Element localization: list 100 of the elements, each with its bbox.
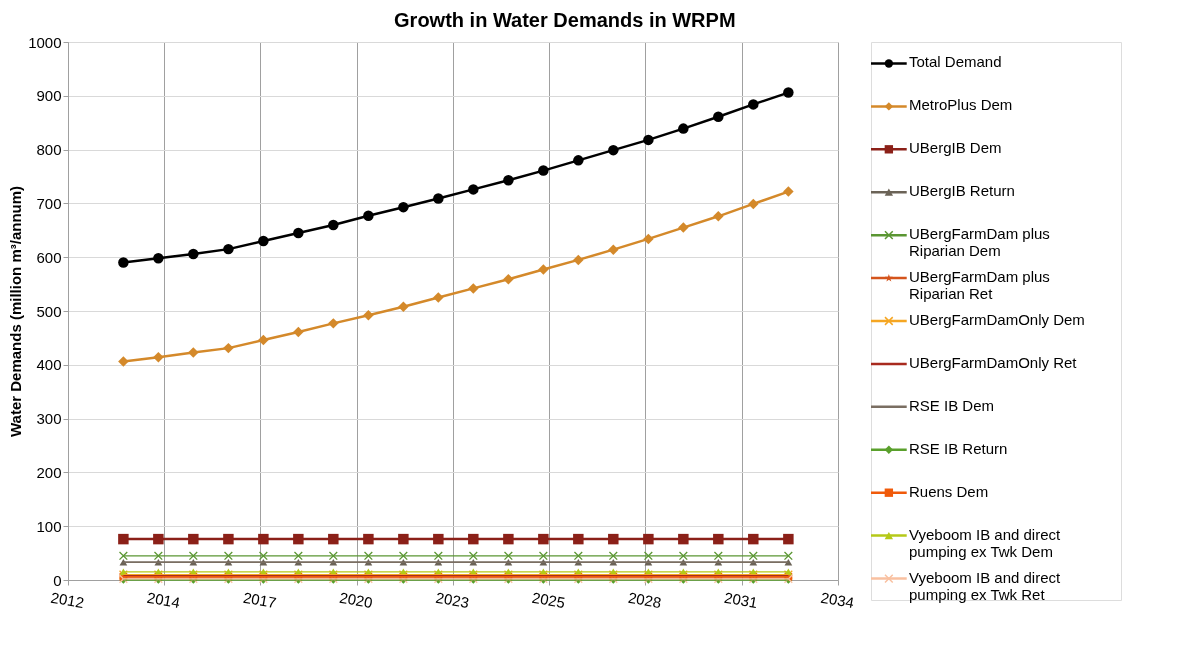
point	[608, 244, 619, 255]
legend-label: UBergFarmDamOnly Dem	[909, 311, 1085, 328]
point	[188, 551, 198, 561]
point	[748, 198, 759, 210]
point	[713, 533, 724, 545]
point	[398, 533, 409, 545]
point	[713, 211, 724, 222]
point	[503, 274, 514, 285]
y-axis-title: Water Demands (million m³/annum)	[7, 185, 25, 438]
point	[784, 558, 793, 566]
point	[783, 551, 793, 561]
point	[433, 551, 443, 561]
y-tick-label: 300	[36, 410, 62, 428]
point	[643, 134, 654, 146]
point	[153, 253, 164, 264]
legend-label: Total Demand	[909, 53, 1002, 71]
point	[363, 551, 373, 561]
legend-label: UBergIB Return	[909, 182, 1015, 200]
point	[573, 155, 584, 166]
y-tick-label: 200	[36, 463, 62, 481]
legend-label: RSE IB Return	[909, 439, 1008, 457]
point	[258, 551, 268, 561]
point	[748, 533, 759, 545]
point	[328, 219, 339, 231]
x-tick-label: 2017	[241, 588, 278, 612]
point	[783, 87, 794, 98]
point	[643, 233, 654, 245]
y-tick-label: 900	[36, 87, 62, 105]
point	[188, 533, 199, 545]
point	[643, 551, 653, 561]
point	[573, 254, 584, 266]
y-tick-label: 1000	[28, 33, 62, 51]
point	[503, 175, 514, 186]
point	[363, 210, 374, 222]
legend-label: Vyeboom IB and direct pumping ex Twk Dem	[909, 525, 1062, 560]
point	[293, 533, 304, 545]
point	[608, 144, 619, 156]
point	[608, 533, 619, 545]
point	[678, 123, 689, 134]
point	[643, 533, 654, 545]
point	[398, 301, 409, 312]
point	[573, 533, 584, 545]
point	[398, 551, 408, 561]
point	[363, 533, 374, 545]
x-tick-label: 2020	[338, 588, 374, 612]
point	[328, 551, 338, 561]
y-tick-label: 0	[53, 571, 62, 589]
point	[468, 283, 479, 294]
x-tick-label: 2034	[819, 588, 856, 612]
legend-label: UBergIB Dem	[909, 139, 1002, 157]
point	[153, 352, 164, 363]
x-tick-label: 2014	[145, 588, 182, 612]
legend-label: Ruens Dem	[909, 482, 989, 500]
point	[119, 558, 128, 566]
y-tick-label: 400	[36, 356, 62, 374]
point	[118, 356, 129, 367]
y-tick-label: 500	[36, 302, 62, 320]
point	[538, 533, 549, 545]
point	[153, 551, 163, 561]
point	[783, 186, 794, 197]
point	[678, 533, 689, 545]
x-tick-label: 2031	[723, 588, 759, 612]
point	[118, 551, 128, 561]
y-tick-label: 100	[36, 517, 62, 535]
x-tick-label: 2023	[434, 588, 471, 612]
point	[748, 99, 759, 110]
point	[118, 257, 129, 268]
y-tick-label: 700	[36, 194, 62, 212]
point	[468, 551, 478, 561]
legend-label: MetroPlus Dem	[909, 96, 1013, 114]
point	[258, 235, 269, 247]
point	[293, 227, 304, 239]
point	[678, 222, 689, 233]
point	[433, 193, 444, 204]
point	[293, 551, 303, 561]
point	[678, 551, 688, 561]
x-tick-label: 2012	[49, 588, 86, 612]
point	[223, 342, 234, 354]
y-tick-label: 600	[36, 248, 62, 266]
point	[153, 533, 164, 545]
point	[503, 533, 514, 545]
point	[538, 551, 548, 561]
point	[468, 184, 479, 195]
point	[713, 111, 724, 123]
point	[573, 551, 583, 561]
y-tick-label: 800	[36, 141, 62, 159]
point	[258, 334, 269, 346]
point	[328, 533, 339, 545]
point	[433, 533, 444, 545]
legend-label: UBergFarmDamOnly Ret	[909, 353, 1078, 371]
point	[363, 310, 374, 321]
point	[223, 243, 234, 255]
point	[538, 264, 549, 275]
point	[713, 551, 723, 561]
point	[398, 201, 409, 213]
x-tick-label: 2025	[530, 588, 567, 612]
point	[608, 551, 618, 561]
point	[188, 347, 199, 358]
legend-label: UBergFarmDam plus Riparian Dem	[909, 225, 1050, 260]
point	[328, 318, 339, 329]
